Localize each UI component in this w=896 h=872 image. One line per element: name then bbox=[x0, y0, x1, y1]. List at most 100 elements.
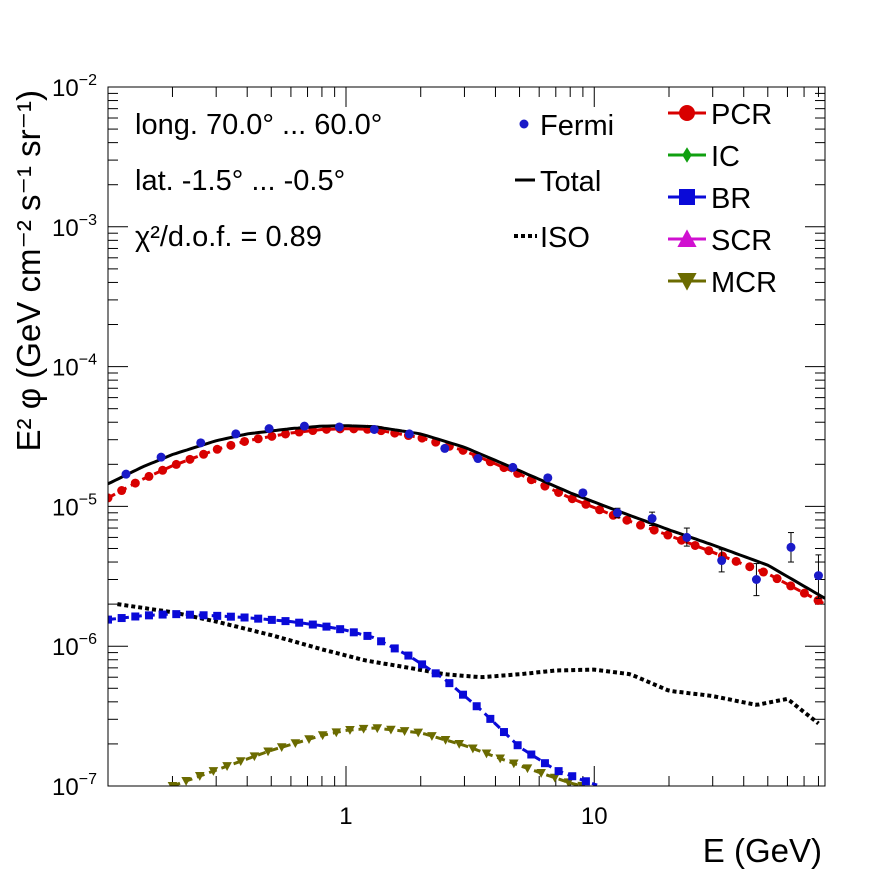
br-marker bbox=[267, 615, 276, 624]
br-marker bbox=[158, 610, 167, 619]
mcr-marker bbox=[454, 739, 465, 749]
br-marker bbox=[131, 612, 140, 621]
fermi-point bbox=[508, 462, 518, 472]
mcr-marker bbox=[468, 744, 478, 754]
mcr-marker bbox=[495, 754, 505, 764]
y-tick-label: 10−6 bbox=[52, 631, 97, 661]
br-marker bbox=[513, 741, 522, 750]
br-marker bbox=[322, 622, 331, 631]
br-marker bbox=[254, 614, 263, 623]
pcr-marker bbox=[199, 449, 209, 459]
br-marker bbox=[108, 615, 112, 624]
series-iso bbox=[117, 602, 820, 726]
iso-line bbox=[117, 602, 820, 726]
br-marker bbox=[540, 759, 549, 768]
legend-pcr-label: PCR bbox=[711, 99, 772, 131]
pcr-marker bbox=[185, 454, 195, 464]
fermi-point bbox=[786, 542, 796, 552]
br-marker bbox=[431, 669, 440, 678]
br-marker bbox=[213, 611, 222, 620]
mcr-marker bbox=[358, 724, 369, 734]
mcr-marker bbox=[522, 764, 533, 774]
pcr-marker bbox=[171, 459, 181, 469]
mcr-marker bbox=[563, 778, 574, 786]
br-marker bbox=[404, 651, 413, 660]
legend-scr-label: SCR bbox=[711, 225, 772, 257]
mcr-marker bbox=[235, 757, 246, 767]
br-marker bbox=[472, 702, 481, 711]
pcr-marker bbox=[758, 567, 768, 577]
fermi-point bbox=[473, 454, 483, 464]
fermi-point bbox=[369, 424, 379, 434]
pcr-marker bbox=[267, 431, 277, 441]
pcr-marker bbox=[581, 499, 591, 509]
br-marker bbox=[349, 628, 358, 637]
br-marker bbox=[281, 617, 290, 626]
mcr-marker bbox=[263, 747, 273, 757]
series-fermi bbox=[121, 421, 823, 599]
pcr-marker bbox=[649, 525, 659, 535]
pcr-marker bbox=[253, 434, 263, 444]
br-marker bbox=[390, 644, 399, 653]
pcr-marker bbox=[567, 494, 577, 504]
x-axis-label: E (GeV) bbox=[703, 832, 822, 869]
mcr-marker bbox=[331, 728, 342, 738]
pcr-marker bbox=[663, 530, 673, 540]
annotation-latitude: lat. -1.5° ... -0.5° bbox=[135, 165, 345, 197]
mcr-marker bbox=[317, 731, 328, 741]
pcr-marker bbox=[117, 486, 127, 496]
legend-pcr-icon bbox=[679, 105, 695, 121]
pcr-marker bbox=[636, 520, 646, 530]
mcr-marker bbox=[304, 735, 314, 745]
pcr-marker bbox=[622, 515, 632, 525]
pcr-marker bbox=[108, 493, 113, 503]
fermi-point bbox=[334, 422, 344, 432]
pcr-marker bbox=[704, 546, 714, 556]
legend-mcr-label: MCR bbox=[711, 267, 777, 299]
pcr-marker bbox=[226, 440, 236, 450]
br-marker bbox=[486, 714, 495, 723]
annotation-longitude: long. 70.0° ... 60.0° bbox=[135, 109, 382, 141]
y-tick-label: 10−2 bbox=[52, 72, 97, 102]
legend-left: Fermi Total ISO bbox=[514, 110, 614, 254]
fermi-point bbox=[264, 424, 274, 434]
pcr-marker bbox=[745, 562, 755, 572]
fermi-point bbox=[578, 488, 588, 498]
legend-mcr-icon bbox=[677, 273, 697, 291]
legend-fermi-label: Fermi bbox=[540, 110, 614, 142]
fermi-point bbox=[612, 508, 622, 518]
legend-br-icon bbox=[679, 189, 695, 205]
br-marker bbox=[172, 610, 181, 619]
x-tick-label: 10 bbox=[581, 803, 608, 830]
mcr-marker bbox=[222, 762, 232, 771]
legend-fermi-icon bbox=[519, 119, 529, 129]
br-marker bbox=[445, 679, 454, 688]
br-marker bbox=[199, 611, 208, 620]
fermi-point bbox=[121, 469, 131, 479]
br-marker bbox=[527, 750, 536, 759]
br-marker bbox=[363, 631, 372, 640]
fermi-point bbox=[751, 574, 761, 584]
series-total bbox=[108, 424, 825, 600]
mcr-marker bbox=[399, 727, 410, 736]
fermi-point bbox=[156, 452, 166, 462]
fermi-point bbox=[440, 443, 450, 453]
mcr-marker bbox=[386, 725, 396, 735]
annotation-chi2: χ²/d.o.f. = 0.89 bbox=[135, 221, 322, 253]
series-mcr bbox=[167, 724, 587, 786]
pcr-marker bbox=[212, 444, 222, 454]
legend-ic-label: IC bbox=[711, 141, 740, 173]
mcr-marker bbox=[427, 732, 437, 741]
pcr-marker bbox=[281, 429, 291, 439]
br-marker bbox=[144, 611, 153, 620]
fermi-point bbox=[813, 571, 823, 581]
legend-iso-label: ISO bbox=[540, 222, 590, 254]
mcr-marker bbox=[440, 736, 451, 745]
legend-total-label: Total bbox=[540, 166, 601, 198]
pcr-marker bbox=[130, 478, 140, 488]
fermi-point bbox=[543, 473, 553, 483]
x-tick-label: 1 bbox=[339, 803, 352, 830]
mcr-marker bbox=[208, 767, 219, 776]
mcr-marker bbox=[249, 752, 260, 762]
y-tick-label: 10−5 bbox=[52, 491, 97, 521]
